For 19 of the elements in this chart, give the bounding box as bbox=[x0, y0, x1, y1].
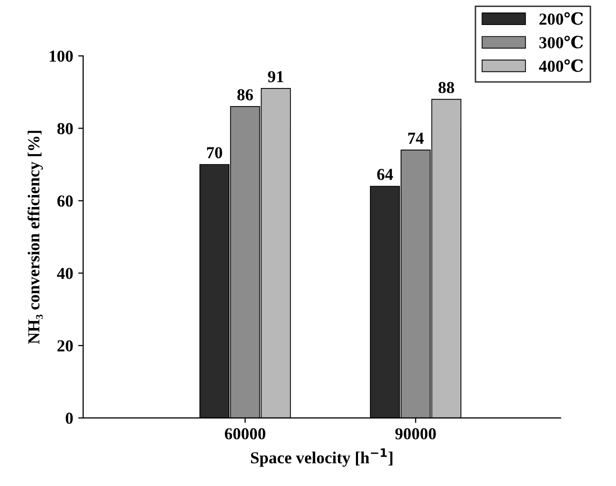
y-tick-label: 40 bbox=[57, 268, 73, 280]
data-label: 88 bbox=[438, 82, 454, 94]
x-tick-label: 90000 bbox=[395, 428, 436, 440]
y-tick-label: 0 bbox=[66, 412, 73, 424]
data-label: 86 bbox=[237, 89, 253, 100]
y-tick-label: 60 bbox=[57, 195, 73, 207]
y-axis-title: NH₃ conversion efficiency [%] bbox=[28, 130, 43, 344]
data-label: 64 bbox=[377, 168, 393, 180]
x-axis-title: Space velocity [h$^{−1}$] bbox=[251, 448, 392, 467]
y-tick-label: 20 bbox=[57, 340, 73, 352]
y-tick-label: 100 bbox=[50, 50, 73, 62]
data-label: 70 bbox=[207, 147, 222, 158]
data-label: 74 bbox=[408, 132, 424, 144]
data-label: 91 bbox=[268, 71, 284, 82]
legend-label: 300℃ bbox=[539, 36, 583, 48]
legend-label: 400℃ bbox=[539, 59, 583, 72]
x-tick-label: 60000 bbox=[224, 428, 266, 440]
legend-label: 200℃ bbox=[539, 12, 583, 25]
y-tick-label: 80 bbox=[57, 123, 73, 134]
